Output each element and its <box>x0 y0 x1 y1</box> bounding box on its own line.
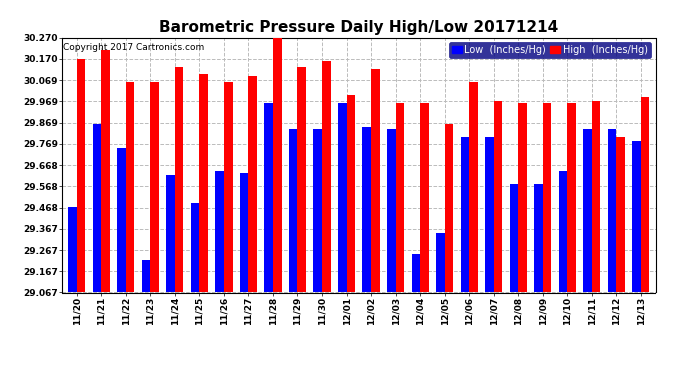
Bar <box>68 207 77 292</box>
Bar <box>543 103 551 292</box>
Bar <box>485 137 493 292</box>
Bar <box>92 124 101 292</box>
Bar <box>289 129 297 292</box>
Bar <box>166 175 175 292</box>
Legend: Low  (Inches/Hg), High  (Inches/Hg): Low (Inches/Hg), High (Inches/Hg) <box>449 42 651 58</box>
Bar <box>248 76 257 292</box>
Bar <box>469 82 477 292</box>
Bar <box>362 126 371 292</box>
Bar <box>117 148 126 292</box>
Bar <box>215 171 224 292</box>
Bar <box>592 101 600 292</box>
Bar <box>175 67 184 292</box>
Bar <box>77 59 86 292</box>
Bar <box>101 50 110 292</box>
Bar <box>322 61 331 292</box>
Bar <box>616 137 625 292</box>
Bar <box>518 103 526 292</box>
Bar <box>240 173 248 292</box>
Text: Copyright 2017 Cartronics.com: Copyright 2017 Cartronics.com <box>63 43 204 52</box>
Bar <box>632 141 641 292</box>
Bar <box>191 203 199 292</box>
Bar <box>224 82 233 292</box>
Bar <box>420 103 428 292</box>
Bar <box>346 95 355 292</box>
Bar <box>510 184 518 292</box>
Bar <box>264 103 273 292</box>
Bar <box>608 129 616 292</box>
Bar <box>338 103 346 292</box>
Title: Barometric Pressure Daily High/Low 20171214: Barometric Pressure Daily High/Low 20171… <box>159 20 558 35</box>
Bar <box>371 69 380 292</box>
Bar <box>199 74 208 292</box>
Bar <box>273 38 282 292</box>
Bar <box>567 103 576 292</box>
Bar <box>641 97 649 292</box>
Bar <box>126 82 135 292</box>
Bar <box>313 129 322 292</box>
Bar <box>534 184 543 292</box>
Bar <box>150 82 159 292</box>
Bar <box>395 103 404 292</box>
Bar <box>411 254 420 292</box>
Bar <box>583 129 592 292</box>
Bar <box>387 129 395 292</box>
Bar <box>460 137 469 292</box>
Bar <box>297 67 306 292</box>
Bar <box>493 101 502 292</box>
Bar <box>141 260 150 292</box>
Bar <box>444 124 453 292</box>
Bar <box>559 171 567 292</box>
Bar <box>436 232 444 292</box>
